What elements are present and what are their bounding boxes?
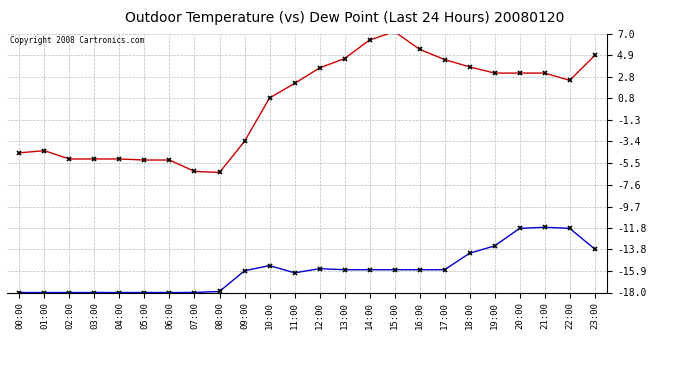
Text: Outdoor Temperature (vs) Dew Point (Last 24 Hours) 20080120: Outdoor Temperature (vs) Dew Point (Last… (126, 11, 564, 25)
Text: Copyright 2008 Cartronics.com: Copyright 2008 Cartronics.com (10, 36, 144, 45)
